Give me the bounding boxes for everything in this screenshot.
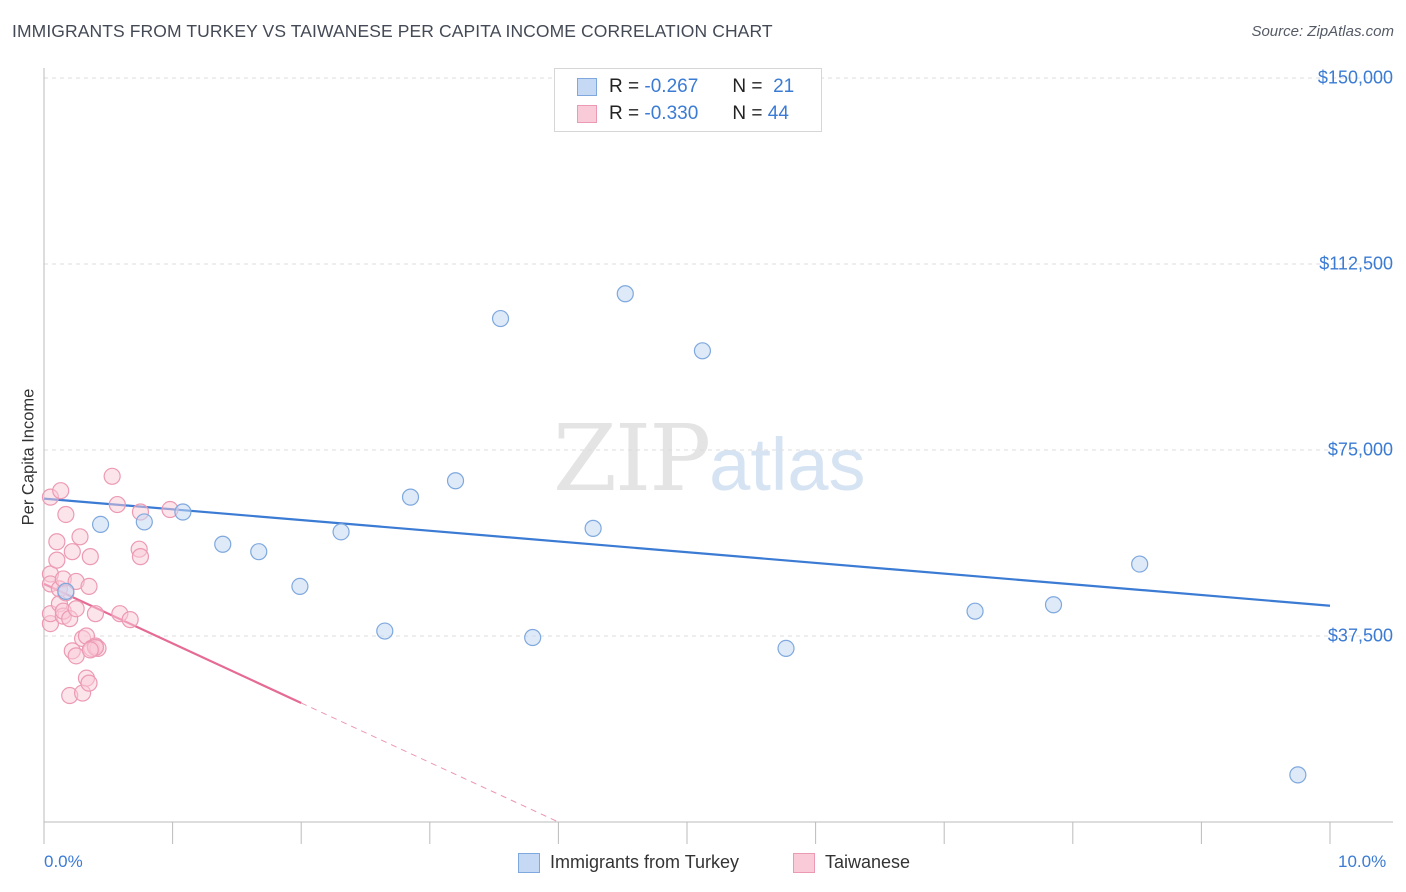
trend-line-taiwanese: [43, 582, 302, 704]
point-taiwanese: [121, 611, 139, 629]
watermark: ZIPatlas: [553, 405, 865, 512]
source-credit: Source: ZipAtlas.com: [1251, 23, 1394, 40]
watermark-zip: ZIP: [553, 405, 711, 512]
chart-title: IMMIGRANTS FROM TURKEY VS TAIWANESE PER …: [12, 21, 773, 41]
gridlines: [44, 77, 1393, 637]
point-taiwanese: [57, 505, 75, 524]
n-label: N =: [732, 76, 763, 97]
point-turkey: [616, 285, 634, 303]
r-label: R =: [609, 103, 640, 124]
x-tick-label-max: 10.0%: [1338, 852, 1387, 871]
y-tick-label: $75,000: [1327, 439, 1393, 460]
point-taiwanese: [81, 641, 99, 659]
point-turkey: [1044, 596, 1063, 614]
legend-label-taiwanese: Taiwanese: [825, 852, 911, 872]
point-taiwanese: [131, 548, 150, 566]
n-value: 21: [773, 76, 795, 97]
data-points: [41, 285, 1307, 784]
trend-line-extension: [300, 702, 559, 823]
point-taiwanese: [71, 528, 89, 546]
point-turkey: [376, 622, 394, 640]
point-turkey: [1131, 555, 1149, 573]
y-tick-label: $112,500: [1319, 253, 1393, 274]
x-tick-label-min: 0.0%: [44, 852, 83, 871]
point-taiwanese: [86, 605, 105, 623]
point-turkey: [584, 519, 602, 537]
legend-item-turkey[interactable]: Immigrants from Turkey: [518, 852, 739, 873]
legend-label-turkey: Immigrants from Turkey: [550, 852, 740, 872]
point-turkey: [57, 582, 75, 600]
point-turkey: [291, 577, 309, 596]
point-turkey: [174, 503, 192, 521]
point-turkey: [446, 472, 465, 490]
r-label: R =: [609, 76, 640, 97]
point-turkey: [401, 488, 420, 506]
point-taiwanese: [80, 674, 98, 692]
axes: [43, 68, 1393, 844]
point-turkey: [524, 628, 542, 647]
point-turkey: [693, 342, 712, 360]
point-turkey: [332, 523, 350, 541]
point-taiwanese: [63, 543, 81, 561]
stats-box: R = -0.267 N = 21 R = -0.330 N = 44: [554, 68, 822, 132]
point-turkey: [1289, 766, 1307, 784]
y-tick-label: $150,000: [1317, 67, 1393, 88]
legend-swatch-taiwanese: [793, 852, 815, 873]
point-turkey: [214, 535, 232, 553]
legend-item-taiwanese[interactable]: Taiwanese: [793, 852, 910, 873]
point-turkey: [966, 602, 984, 620]
n-value: 44: [767, 103, 789, 124]
point-taiwanese: [81, 548, 99, 566]
point-taiwanese: [103, 467, 121, 485]
legend-swatch-turkey: [518, 852, 540, 873]
point-taiwanese: [48, 533, 66, 551]
trend-lines: [43, 497, 1331, 823]
point-turkey: [250, 543, 268, 561]
stats-row-turkey: R = -0.267 N = 21: [577, 74, 794, 100]
stats-row-taiwanese: R = -0.330 N = 44: [577, 101, 789, 127]
watermark-atlas: atlas: [709, 423, 866, 506]
r-value: -0.330: [644, 103, 699, 124]
r-value: -0.267: [644, 76, 699, 97]
point-taiwanese: [48, 551, 66, 569]
y-tick-label: $37,500: [1327, 625, 1393, 646]
point-turkey: [777, 639, 795, 658]
point-turkey: [491, 309, 510, 328]
stats-swatch-taiwanese: [577, 105, 597, 123]
n-label: N =: [732, 103, 763, 124]
trend-line-turkey: [43, 497, 1331, 607]
point-turkey: [135, 513, 153, 531]
point-taiwanese: [52, 482, 70, 500]
point-taiwanese: [108, 495, 126, 514]
point-turkey: [91, 515, 110, 534]
point-taiwanese: [67, 600, 85, 618]
stats-swatch-turkey: [577, 78, 597, 96]
point-taiwanese: [80, 577, 98, 596]
